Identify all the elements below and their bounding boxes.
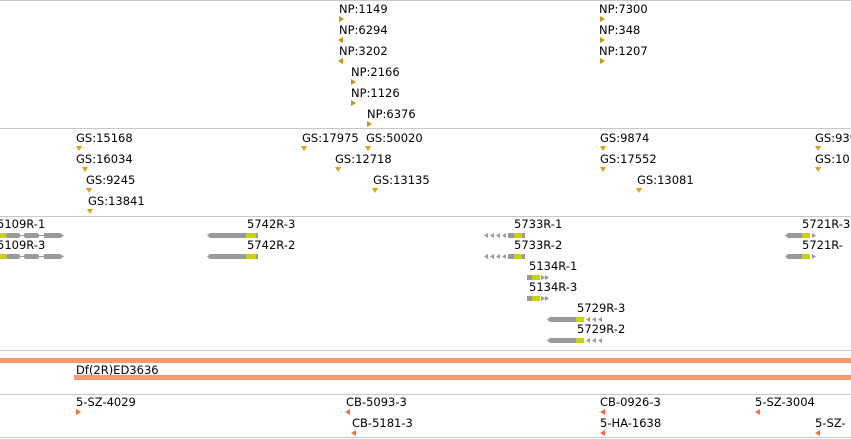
stock-marker[interactable]	[351, 430, 356, 436]
transcript-glyph[interactable]	[206, 252, 262, 262]
gs-feature-label[interactable]: GS:9245	[86, 173, 136, 187]
gs-marker[interactable]	[600, 167, 606, 172]
transcript-glyph[interactable]	[784, 252, 824, 262]
gs-marker[interactable]	[87, 209, 93, 214]
transcript-label[interactable]: 5109R-1	[0, 217, 46, 231]
gs-feature-label[interactable]: GS:9874	[600, 131, 650, 145]
deficiency-label[interactable]: Df(2R)ED3636	[76, 363, 159, 377]
stock-marker[interactable]	[815, 430, 820, 436]
gs-marker[interactable]	[76, 146, 82, 151]
transcript-label[interactable]: 5721R-3	[802, 217, 851, 231]
gs-feature-label[interactable]: GS:13081	[637, 173, 694, 187]
track-separator	[0, 0, 851, 1]
track-separator	[0, 216, 851, 217]
transcript-glyph[interactable]	[482, 252, 532, 262]
gs-feature-label[interactable]: GS:15168	[76, 131, 133, 145]
transcript-glyph[interactable]	[546, 336, 606, 346]
np-marker[interactable]	[338, 37, 343, 43]
transcript-label[interactable]: 5742R-2	[247, 238, 296, 252]
deficiency-bar[interactable]	[0, 358, 851, 363]
np-marker[interactable]	[367, 121, 372, 127]
np-feature-label[interactable]: NP:6294	[339, 23, 388, 37]
gs-marker[interactable]	[82, 167, 88, 172]
track-separator	[0, 128, 851, 129]
np-marker[interactable]	[338, 58, 343, 64]
gs-marker[interactable]	[86, 188, 92, 193]
stock-feature-label[interactable]: 5-SZ-	[815, 416, 846, 430]
gs-feature-label[interactable]: GS:50020	[366, 131, 423, 145]
stock-marker[interactable]	[755, 409, 760, 415]
np-feature-label[interactable]: NP:7300	[599, 2, 648, 16]
gs-marker[interactable]	[301, 146, 307, 151]
gs-marker[interactable]	[600, 146, 606, 151]
np-marker[interactable]	[339, 16, 344, 22]
np-marker[interactable]	[351, 100, 356, 106]
transcript-label[interactable]: 5134R-3	[529, 280, 578, 294]
gs-marker[interactable]	[636, 188, 642, 193]
gs-feature-label[interactable]: GS:939	[815, 131, 851, 145]
track-separator	[0, 394, 851, 395]
track-separator	[0, 350, 851, 351]
gs-feature-label[interactable]: GS:13841	[88, 194, 145, 208]
gs-feature-label[interactable]: GS:10	[815, 152, 850, 166]
np-feature-label[interactable]: NP:1126	[351, 86, 400, 100]
np-feature-label[interactable]: NP:1207	[599, 44, 648, 58]
stock-marker[interactable]	[600, 430, 605, 436]
stock-marker[interactable]	[345, 409, 350, 415]
transcript-label[interactable]: 5742R-3	[247, 217, 296, 231]
transcript-glyph[interactable]	[0, 231, 70, 241]
transcript-label[interactable]: 5733R-1	[514, 217, 563, 231]
np-feature-label[interactable]: NP:2166	[351, 65, 400, 79]
transcript-glyph[interactable]	[482, 231, 532, 241]
transcript-label[interactable]: 5109R-3	[0, 238, 46, 252]
np-feature-label[interactable]: NP:3202	[339, 44, 388, 58]
np-feature-label[interactable]: NP:1149	[339, 2, 388, 16]
np-feature-label[interactable]: NP:348	[599, 23, 641, 37]
transcript-label[interactable]: 5729R-2	[577, 322, 626, 336]
transcript-label[interactable]: 5134R-1	[529, 259, 578, 273]
gs-feature-label[interactable]: GS:13135	[373, 173, 430, 187]
stock-feature-label[interactable]: CB-0926-3	[600, 395, 661, 409]
deficiency-bar[interactable]	[74, 375, 851, 380]
gs-feature-label[interactable]: GS:12718	[335, 152, 392, 166]
stock-feature-label[interactable]: CB-5181-3	[352, 416, 413, 430]
transcript-glyph[interactable]	[526, 273, 552, 283]
gs-marker[interactable]	[335, 167, 341, 172]
gs-marker[interactable]	[815, 146, 821, 151]
transcript-glyph[interactable]	[206, 231, 262, 241]
gs-feature-label[interactable]: GS:17975	[302, 131, 359, 145]
transcript-glyph[interactable]	[526, 294, 552, 304]
transcript-label[interactable]: 5733R-2	[514, 238, 563, 252]
np-feature-label[interactable]: NP:6376	[367, 107, 416, 121]
gs-marker[interactable]	[372, 188, 378, 193]
stock-feature-label[interactable]: CB-5093-3	[346, 395, 407, 409]
transcript-glyph[interactable]	[546, 315, 606, 325]
np-marker[interactable]	[600, 37, 605, 43]
gs-feature-label[interactable]: GS:17552	[600, 152, 657, 166]
np-marker[interactable]	[600, 58, 605, 64]
transcript-glyph[interactable]	[784, 231, 824, 241]
np-marker[interactable]	[600, 16, 605, 22]
stock-feature-label[interactable]: 5-SZ-3004	[755, 395, 815, 409]
gs-marker[interactable]	[815, 167, 821, 172]
stock-feature-label[interactable]: 5-HA-1638	[600, 416, 662, 430]
stock-marker[interactable]	[600, 409, 605, 415]
track-separator	[0, 437, 851, 438]
stock-marker[interactable]	[76, 409, 81, 415]
transcript-label[interactable]: 5721R-	[802, 238, 843, 252]
gs-marker[interactable]	[365, 146, 371, 151]
transcript-glyph[interactable]	[0, 252, 70, 262]
stock-feature-label[interactable]: 5-SZ-4029	[76, 395, 136, 409]
np-marker[interactable]	[351, 79, 356, 85]
gs-feature-label[interactable]: GS:16034	[76, 152, 133, 166]
transcript-label[interactable]: 5729R-3	[577, 301, 626, 315]
